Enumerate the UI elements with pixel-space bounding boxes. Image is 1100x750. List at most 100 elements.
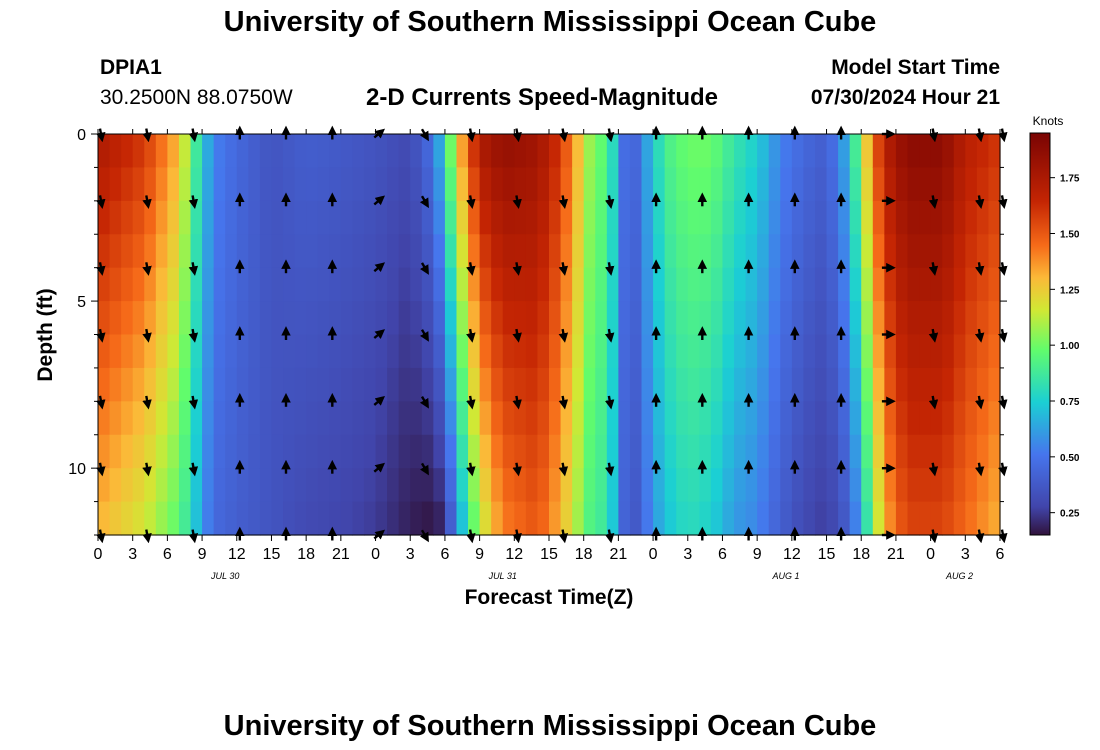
heatmap-cell — [884, 334, 897, 369]
model-start-time: 07/30/2024 Hour 21 — [810, 86, 1000, 109]
heatmap-cell — [202, 367, 215, 402]
heatmap-cell — [317, 501, 330, 536]
heatmap-cell — [826, 367, 839, 402]
heatmap-cell — [803, 167, 816, 202]
heatmap-cell — [780, 301, 793, 336]
x-tick-label: 9 — [753, 546, 762, 563]
heatmap-cell — [479, 234, 492, 269]
colorbar — [1029, 132, 1051, 536]
heatmap-cell — [491, 200, 504, 235]
heatmap-cell — [456, 200, 469, 235]
heatmap-cell — [976, 267, 990, 302]
heatmap-cell — [687, 234, 700, 269]
heatmap-cell — [976, 234, 990, 269]
heatmap-cell — [525, 501, 539, 536]
heatmap-cell — [283, 267, 296, 302]
heatmap-cell — [132, 301, 145, 336]
heatmap-cell — [375, 367, 388, 402]
heatmap-cell — [421, 134, 434, 169]
heatmap-cell — [965, 367, 978, 402]
heatmap-cell — [213, 301, 226, 336]
heatmap-cell — [294, 501, 307, 536]
heatmap-cell — [757, 367, 770, 402]
heatmap-cell — [734, 434, 747, 469]
heatmap-cell — [352, 134, 365, 169]
heatmap-cell — [641, 334, 654, 369]
heatmap-cell — [271, 434, 284, 469]
heatmap-cell — [919, 434, 932, 469]
heatmap-cell — [653, 200, 666, 235]
heatmap-cell — [768, 468, 781, 503]
heatmap-cell — [861, 401, 874, 436]
heatmap-cell — [560, 134, 573, 169]
heatmap-cell — [363, 301, 377, 336]
bottom-title: University of Southern Mississippi Ocean… — [223, 710, 877, 742]
heatmap-cell — [826, 301, 839, 336]
heatmap-cell — [271, 200, 284, 235]
heatmap-cell — [895, 501, 909, 536]
current-arrow — [512, 462, 522, 477]
heatmap-cell — [491, 468, 504, 503]
heatmap-cell — [687, 134, 700, 169]
heatmap-cell — [965, 501, 978, 536]
heatmap-cell — [710, 301, 724, 336]
heatmap-cell — [98, 234, 111, 269]
heatmap-cell — [444, 401, 458, 436]
heatmap-cell — [953, 468, 966, 503]
x-tick-label: 0 — [94, 546, 103, 563]
heatmap-cell — [109, 301, 122, 336]
current-arrow — [373, 329, 386, 339]
heatmap-cell — [167, 401, 180, 436]
heatmap-cell — [687, 301, 700, 336]
heatmap-cell — [456, 434, 469, 469]
heatmap-cell — [468, 367, 481, 402]
heatmap-cell — [699, 267, 712, 302]
current-arrow — [604, 395, 615, 410]
heatmap-cell — [942, 367, 955, 402]
heatmap-cell — [907, 134, 920, 169]
heatmap-cell — [976, 167, 990, 202]
heatmap-cell — [502, 434, 515, 469]
heatmap-cell — [872, 234, 885, 269]
heatmap-cell — [687, 334, 700, 369]
heatmap-cell — [606, 167, 619, 202]
heatmap-cell — [525, 334, 539, 369]
heatmap-cell — [942, 301, 955, 336]
heatmap-cell — [965, 468, 978, 503]
heatmap-cell — [780, 468, 793, 503]
heatmap-cell — [294, 267, 307, 302]
heatmap-cell — [710, 468, 724, 503]
current-arrow — [142, 195, 152, 210]
heatmap-cell — [618, 501, 631, 536]
heatmap-cell — [317, 367, 330, 402]
heatmap-cell — [942, 200, 955, 235]
heatmap-cell — [363, 401, 377, 436]
heatmap-cell — [236, 401, 249, 436]
heatmap-cell — [641, 167, 654, 202]
heatmap-cell — [676, 234, 689, 269]
heatmap-cell — [225, 401, 238, 436]
heatmap-cell — [190, 334, 203, 369]
x-tick-label: 3 — [961, 546, 970, 563]
heatmap-cell — [549, 401, 562, 436]
heatmap-cell — [653, 401, 666, 436]
top-title: University of Southern Mississippi Ocean… — [223, 6, 877, 38]
heatmap-cell — [618, 401, 631, 436]
heatmap-cell — [838, 134, 851, 169]
heatmap-cell — [549, 167, 562, 202]
heatmap-cell — [294, 200, 307, 235]
heatmap-cell — [236, 234, 249, 269]
heatmap-cell — [907, 401, 920, 436]
heatmap-cell — [387, 234, 400, 269]
heatmap-cell — [976, 401, 990, 436]
heatmap-cell — [433, 501, 446, 536]
heatmap-cell — [965, 234, 978, 269]
heatmap-cell — [456, 367, 469, 402]
heatmap-cell — [849, 134, 862, 169]
x-tick-label: 6 — [163, 546, 172, 563]
x-tick-label: 6 — [440, 546, 449, 563]
heatmap-cell — [930, 167, 943, 202]
heatmap-cell — [340, 501, 354, 536]
heatmap-cell — [930, 334, 943, 369]
heatmap-cell — [202, 334, 215, 369]
